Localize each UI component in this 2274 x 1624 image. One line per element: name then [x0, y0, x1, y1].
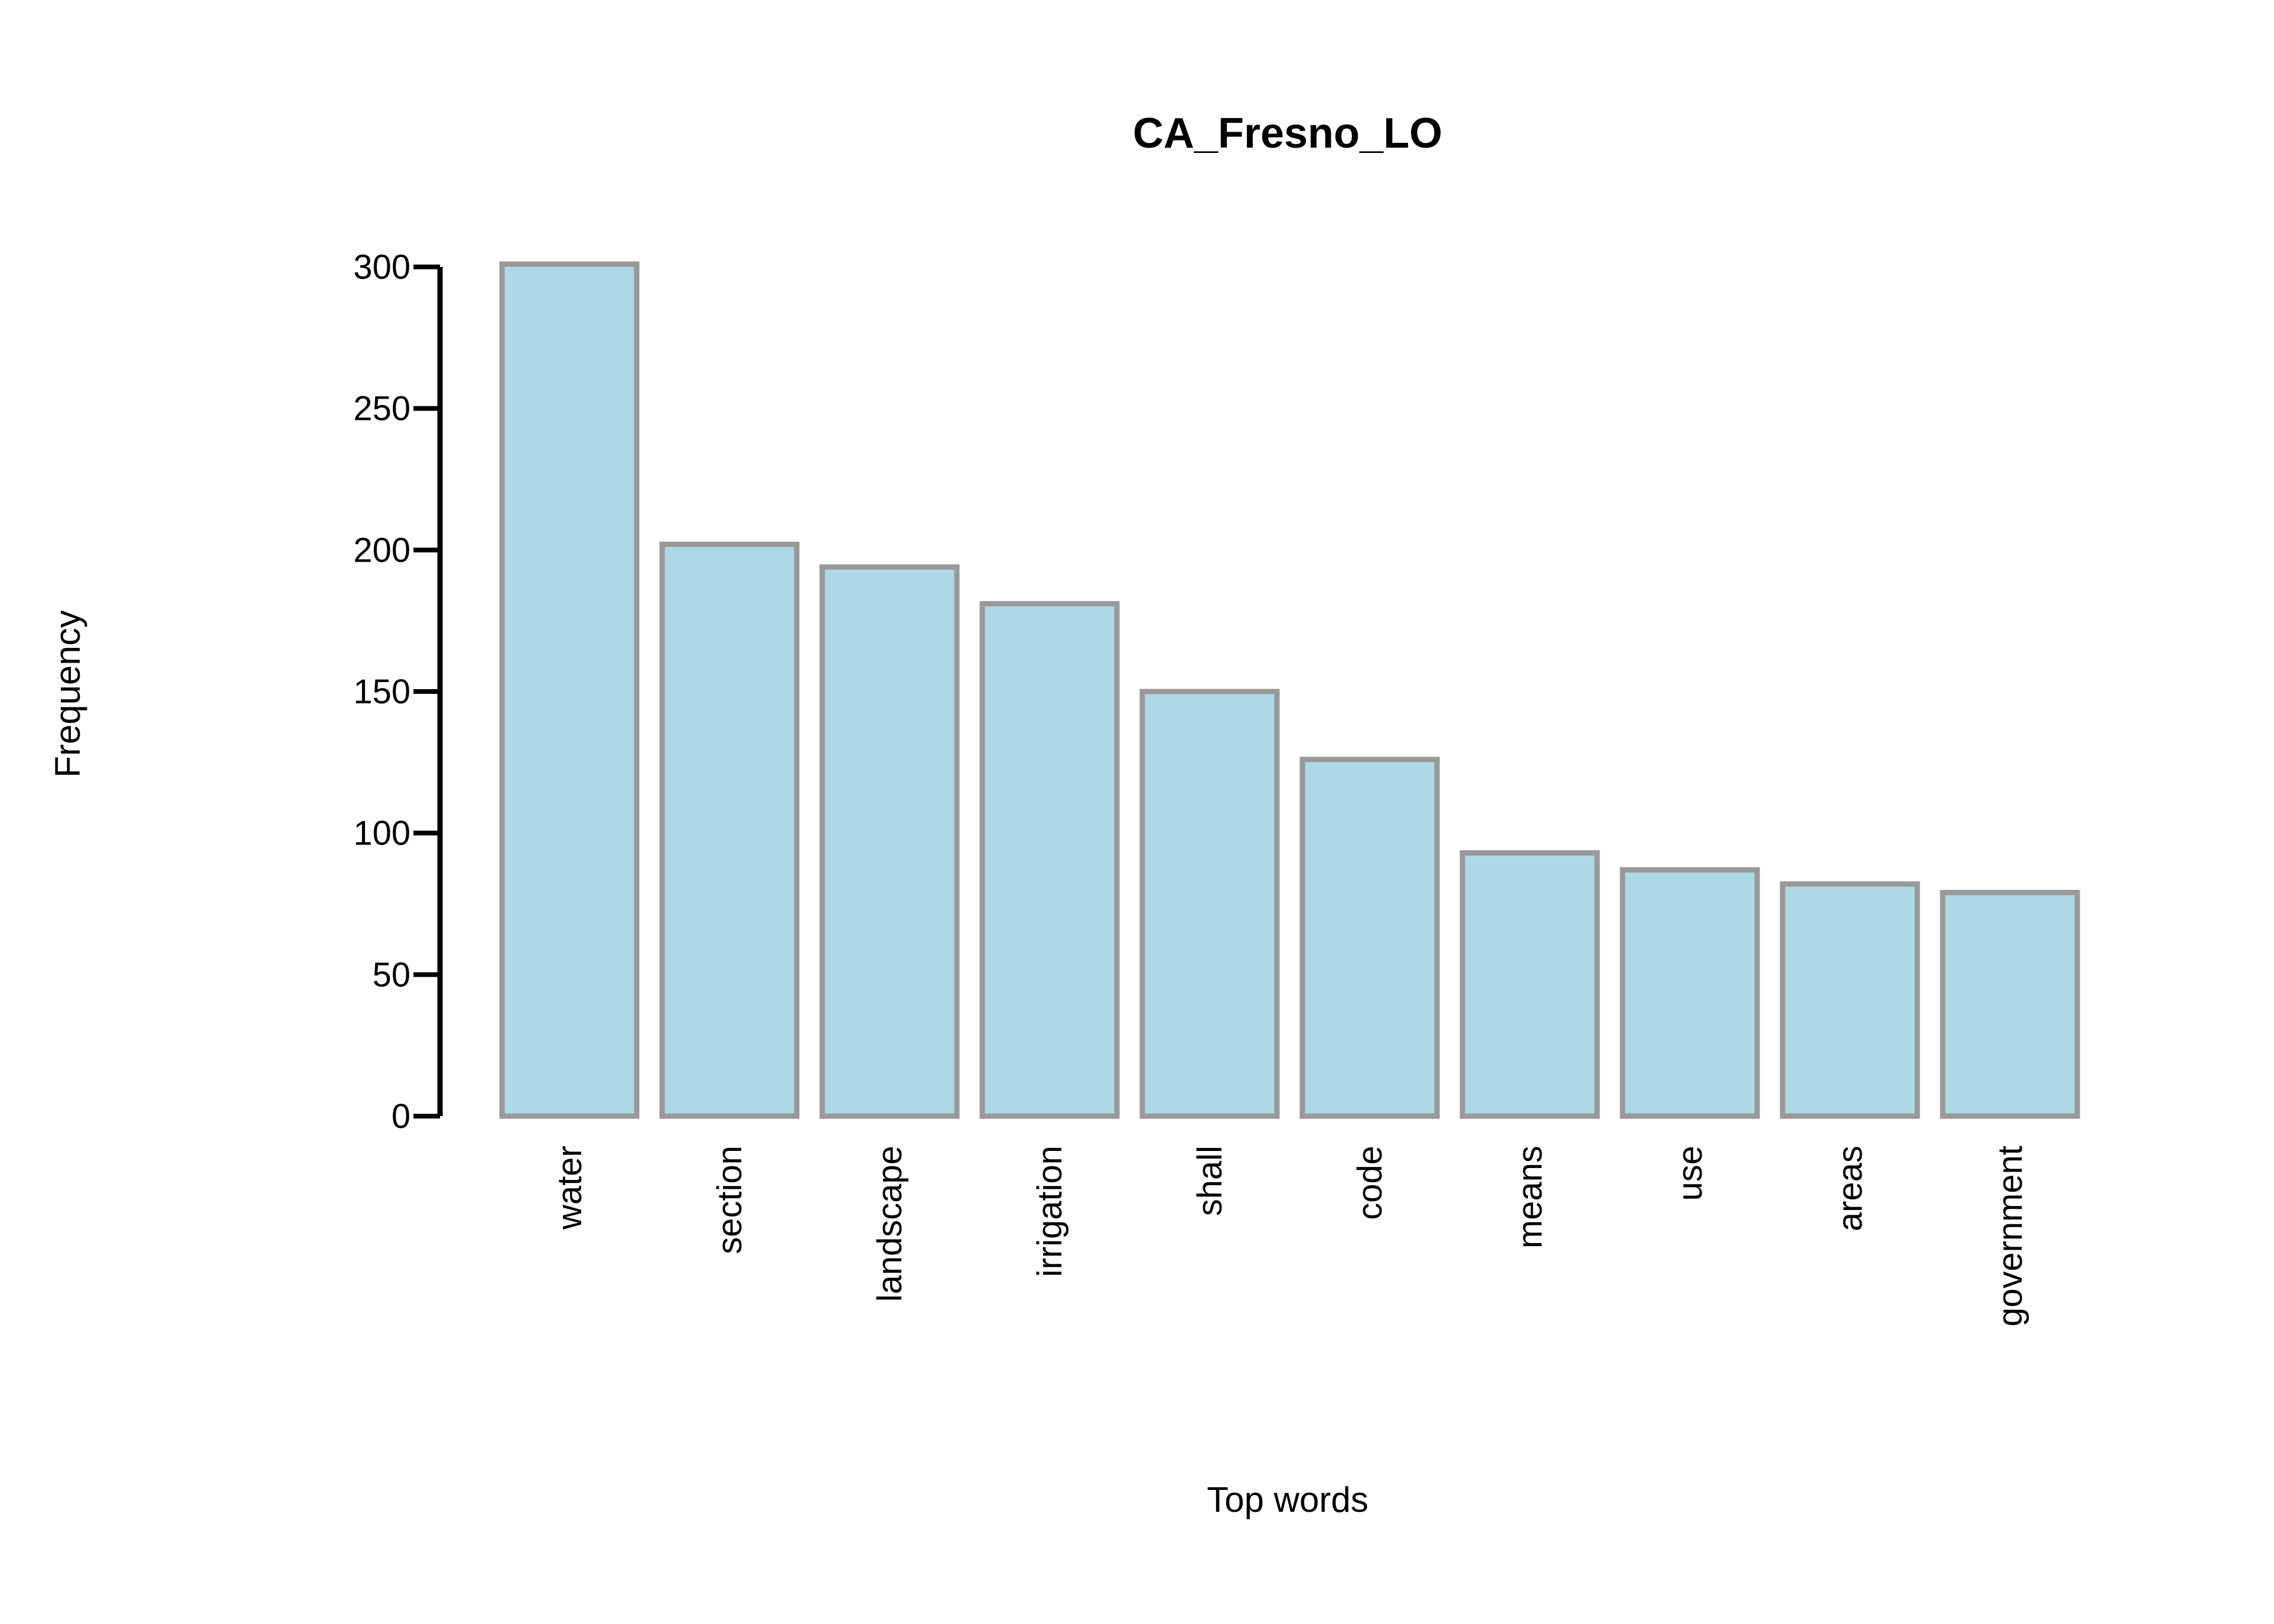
- y-tick-label: 150: [353, 673, 411, 711]
- y-tick-label: 200: [353, 531, 411, 569]
- x-tick-label: shall: [1191, 1146, 1229, 1216]
- x-tick-label: irrigation: [1031, 1146, 1069, 1277]
- y-tick-label: 300: [353, 248, 411, 286]
- bar-water: [499, 261, 640, 1119]
- x-tick-label: use: [1671, 1146, 1709, 1201]
- bar-means: [1459, 850, 1600, 1119]
- x-axis-label: Top words: [1207, 1480, 1368, 1519]
- y-axis-label: Frequency: [48, 610, 87, 777]
- bar-section: [659, 542, 800, 1119]
- y-tick-label: 50: [372, 956, 411, 994]
- x-tick-labels: water section landscape irrigation shall code…: [550, 1146, 2029, 1326]
- bar-government: [1940, 889, 2080, 1119]
- bars: [499, 261, 2080, 1119]
- x-tick-label: section: [711, 1146, 749, 1254]
- chart-title: CA_Fresno_LO: [1133, 110, 1442, 157]
- bar-irrigation: [979, 601, 1120, 1119]
- bar-landscape: [819, 564, 960, 1119]
- bar-shall: [1139, 689, 1280, 1119]
- bar-code: [1299, 756, 1440, 1119]
- bar-areas: [1780, 881, 1920, 1119]
- x-tick-label: code: [1351, 1146, 1389, 1220]
- y-tick-label: 250: [353, 390, 411, 428]
- y-axis: 0 50 100 150 200 250 300: [353, 248, 443, 1136]
- y-tick-label: 0: [392, 1097, 411, 1136]
- x-tick-label: landscape: [871, 1146, 909, 1302]
- x-tick-label: water: [550, 1146, 589, 1230]
- x-tick-label: areas: [1831, 1146, 1869, 1231]
- bar-use: [1620, 867, 1760, 1119]
- x-tick-label: government: [1991, 1146, 2029, 1326]
- y-tick-label: 100: [353, 814, 411, 853]
- x-tick-label: means: [1511, 1146, 1549, 1248]
